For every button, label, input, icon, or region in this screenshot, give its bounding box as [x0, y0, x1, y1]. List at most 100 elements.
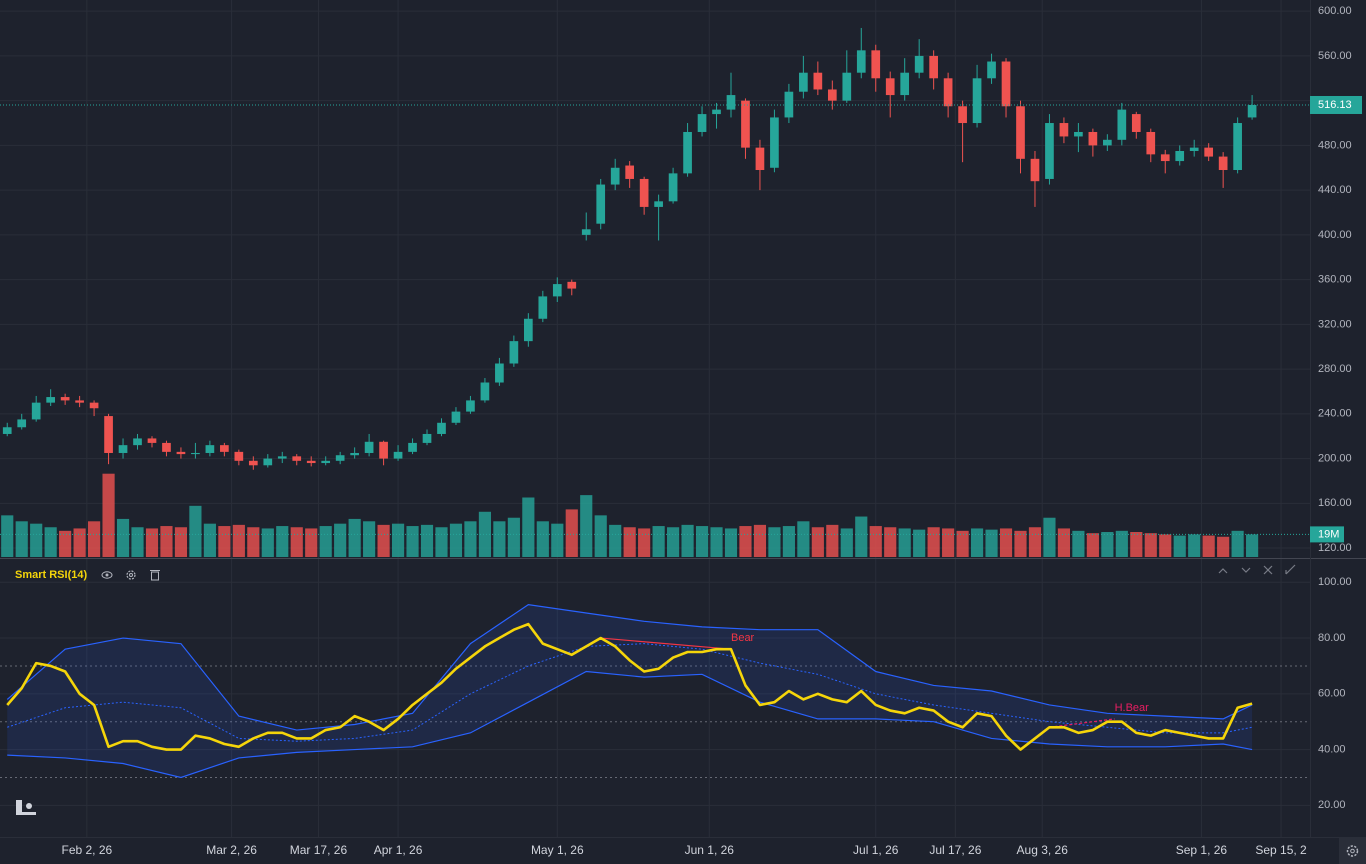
volume-bar — [724, 528, 738, 557]
candle-body — [422, 433, 432, 443]
volume-bar — [406, 526, 419, 557]
candle-body — [871, 50, 881, 79]
volume-bar — [391, 523, 405, 557]
x-tick-label: Aug 3, 26 — [1017, 843, 1069, 857]
y-tick-label: 280.00 — [1318, 363, 1352, 375]
candle-body — [263, 458, 273, 466]
volume-bar — [1246, 534, 1259, 557]
volume-bar — [884, 527, 897, 557]
candle-body — [393, 451, 403, 459]
volume-bar — [1188, 534, 1201, 557]
volume-bar — [898, 528, 911, 557]
volume-bar — [232, 524, 245, 557]
candle-body — [205, 445, 215, 453]
candle-body — [306, 460, 316, 464]
volume-bar — [1086, 533, 1099, 557]
candle-body — [17, 419, 27, 428]
candle-body — [1074, 131, 1083, 137]
volume-bar — [30, 523, 43, 557]
y-tick-label: 200.00 — [1318, 452, 1352, 464]
volume-bar — [247, 527, 260, 557]
candle-body — [668, 173, 678, 202]
volume-bar — [522, 497, 535, 557]
volume-bar — [1231, 530, 1244, 557]
candle-body — [1146, 131, 1156, 155]
y-tick-label: 100.00 — [1318, 576, 1352, 588]
volume-bar — [739, 526, 752, 557]
volume-bar — [1159, 534, 1172, 557]
candle-body — [335, 455, 345, 461]
divergence-line — [600, 637, 732, 650]
candle-body — [220, 445, 229, 452]
candle-body — [755, 147, 765, 171]
candle-body — [509, 341, 519, 364]
candle-body — [1218, 156, 1228, 171]
indicator-title: Smart RSI(14) — [15, 569, 87, 581]
volume-bar — [493, 521, 506, 557]
rsi-pane: Bear H.Bear — [0, 603, 1310, 779]
candle-body — [60, 397, 70, 401]
volume-bar — [478, 511, 491, 557]
volume-bar — [88, 521, 101, 557]
volume-bar — [753, 524, 767, 557]
volume-bar — [667, 527, 680, 557]
last-price-box — [1310, 95, 1362, 114]
last-volume-box — [1310, 526, 1344, 543]
volume-bar — [261, 528, 274, 557]
y-tick-label: 60.00 — [1318, 688, 1346, 700]
band-upper — [6, 603, 1253, 731]
volume-bar — [1217, 536, 1230, 557]
volume-bar — [826, 524, 839, 557]
volume-bar — [1202, 535, 1215, 557]
candle-body — [1160, 154, 1170, 162]
volume-bar — [203, 523, 216, 557]
volume-bar — [970, 528, 984, 557]
candle-body — [1030, 158, 1040, 182]
candle-body — [118, 445, 128, 453]
candle-body — [610, 167, 620, 185]
volume-bar — [363, 521, 376, 557]
x-tick-label: Sep 15, 2 — [1255, 843, 1307, 857]
settings-button[interactable] — [1339, 838, 1366, 864]
y-tick-label: 240.00 — [1318, 408, 1352, 420]
y-tick-label: 320.00 — [1318, 318, 1352, 330]
candle-body — [1233, 123, 1242, 171]
volume-bar — [1043, 517, 1056, 557]
candle-body — [379, 441, 388, 459]
x-tick-label: Sep 1, 26 — [1176, 843, 1228, 857]
indicator-delete-icon[interactable] — [150, 570, 160, 581]
candle-body — [364, 441, 374, 453]
candle-body — [234, 451, 244, 461]
candle-body — [697, 114, 707, 132]
candle-body — [46, 397, 56, 403]
candle-body — [133, 438, 142, 446]
y-tick-label: 120.00 — [1318, 542, 1352, 554]
candle-body — [321, 460, 331, 464]
candle-body — [524, 318, 533, 342]
pane-controls[interactable] — [1218, 564, 1296, 575]
logo — [16, 800, 36, 815]
y-tick-label: 480.00 — [1318, 139, 1352, 151]
candle-body — [1117, 109, 1127, 140]
candle-body — [408, 442, 417, 452]
volume-bar — [348, 518, 361, 557]
volume-bar — [927, 527, 940, 557]
candle-body — [1204, 147, 1214, 157]
volume-bar — [435, 527, 448, 557]
volume-bar — [377, 524, 390, 557]
candle-body — [1103, 139, 1112, 146]
indicator-settings-icon[interactable] — [126, 570, 136, 580]
y-tick-label: 600.00 — [1318, 5, 1352, 17]
volume-bar — [160, 526, 173, 557]
candle-body — [466, 400, 475, 412]
axes: Feb 2, 26 Mar 2, 26 Mar 17, 26 Apr 1, 26 May… — [61, 5, 1362, 857]
volume-bar — [985, 529, 998, 557]
candle-body — [451, 411, 461, 423]
divergence-line — [1049, 718, 1115, 728]
candle-body — [683, 131, 692, 174]
candle-body — [350, 452, 359, 456]
volume-bar — [145, 528, 159, 557]
volume-bar — [768, 527, 781, 557]
indicator-eye-icon[interactable] — [101, 571, 113, 579]
